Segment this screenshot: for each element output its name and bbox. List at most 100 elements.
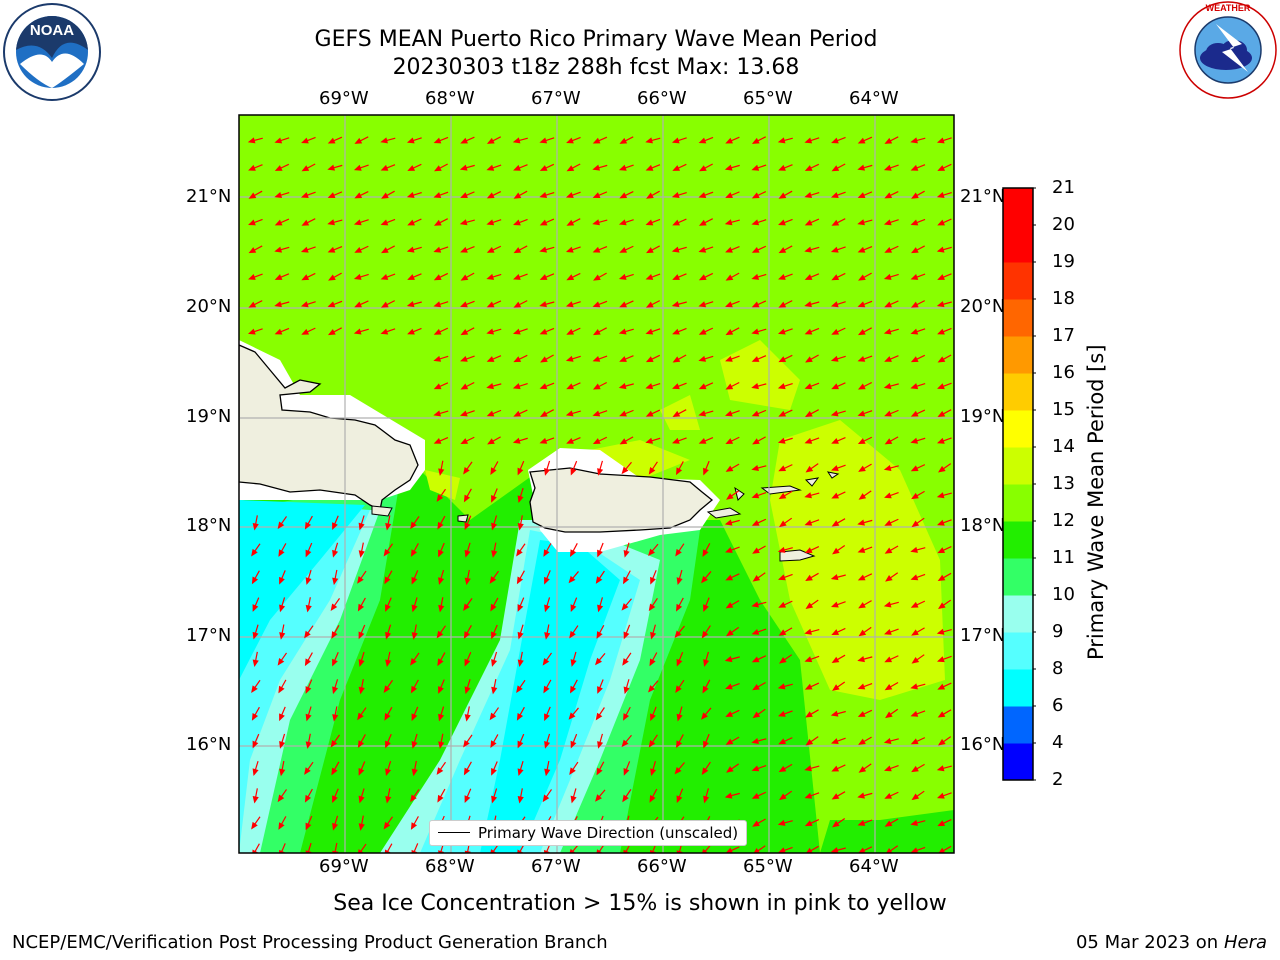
wave-direction-arrowhead: [252, 659, 259, 668]
wave-direction-arrowhead: [354, 137, 363, 144]
wave-direction-arrowhead: [805, 738, 814, 746]
wave-direction-arrowhead: [884, 628, 892, 635]
wave-direction-arrowhead: [777, 546, 786, 553]
wave-direction-arrowhead: [305, 604, 312, 613]
wave-direction-arrowhead: [701, 767, 709, 775]
wave-direction-arrowhead: [936, 192, 945, 198]
wave-direction-arrowhead: [248, 192, 257, 199]
wave-direction-arrowhead: [539, 165, 548, 171]
wave-direction-arrowhead: [433, 355, 442, 362]
wave-direction-arrowhead: [831, 465, 839, 472]
wave-direction-arrowhead: [486, 301, 495, 308]
wave-direction-arrowhead: [490, 467, 497, 476]
lat-label-right: 21°N: [960, 186, 1006, 207]
wave-direction-arrowhead: [539, 301, 547, 308]
lon-label-bottom: 65°W: [743, 856, 793, 877]
wave-direction-arrowhead: [460, 383, 469, 390]
wave-direction-arrowhead: [566, 137, 574, 144]
wave-direction-arrowhead: [703, 740, 709, 749]
wave-direction-arrowhead: [671, 301, 680, 308]
wave-direction-arrowhead: [702, 549, 709, 557]
wave-direction-arrowhead: [385, 659, 392, 668]
wave-direction-arrowhead: [676, 740, 683, 749]
wave-direction-arrowhead: [279, 713, 285, 722]
colorbar-tick-label: 9: [1052, 621, 1064, 642]
wave-direction-arrowhead: [885, 711, 893, 719]
wave-direction-arrowhead: [910, 601, 919, 608]
wave-direction-arrowhead: [698, 246, 707, 253]
legend-line-icon: [438, 832, 470, 833]
wave-direction-arrowhead: [857, 355, 866, 362]
wave-direction-arrowhead: [332, 795, 338, 804]
wave-direction-arrowhead: [354, 246, 363, 253]
wave-direction-arrowhead: [353, 164, 362, 171]
wave-direction-arrowhead: [725, 465, 734, 472]
wave-direction-arrowhead: [277, 658, 285, 666]
wave-direction-arrowhead: [327, 192, 336, 199]
wave-direction-arrowhead: [251, 685, 258, 693]
wave-direction-arrowhead: [725, 329, 734, 336]
wave-direction-arrowhead: [831, 137, 839, 144]
wave-direction-arrowhead: [353, 273, 362, 280]
wave-direction-arrowhead: [327, 246, 336, 253]
wave-direction-arrowhead: [674, 766, 682, 775]
wave-direction-arrowhead: [252, 795, 259, 804]
wave-direction-arrowhead: [883, 164, 892, 171]
wave-direction-arrowhead: [883, 737, 892, 744]
wave-direction-arrowhead: [437, 521, 444, 530]
wave-direction-arrowhead: [645, 356, 654, 363]
wave-direction-arrowhead: [332, 577, 339, 586]
wave-direction-arrowhead: [406, 246, 415, 253]
wave-direction-arrowhead: [857, 547, 866, 553]
wave-direction-arrowhead: [332, 714, 339, 722]
wave-direction-arrowhead: [751, 492, 760, 499]
wave-direction-arrowhead: [937, 519, 945, 526]
wave-direction-arrowhead: [278, 822, 285, 830]
wave-direction-arrowhead: [883, 273, 892, 280]
lon-label-bottom: 64°W: [849, 856, 899, 877]
wave-direction-arrowhead: [486, 246, 495, 253]
wave-direction-arrowhead: [936, 765, 945, 772]
wave-direction-arrowhead: [778, 219, 786, 226]
lat-label-right: 20°N: [960, 296, 1006, 317]
wave-direction-arrowhead: [464, 714, 471, 722]
wave-direction-arrowhead: [517, 768, 524, 777]
wave-direction-arrowhead: [858, 465, 866, 472]
wave-direction-arrowhead: [724, 219, 733, 226]
wave-direction-arrowhead: [513, 410, 522, 417]
wave-direction-arrowhead: [568, 712, 576, 720]
lon-label-top: 68°W: [425, 88, 475, 109]
wave-direction-arrowhead: [645, 274, 654, 280]
wave-direction-arrowhead: [460, 192, 468, 199]
lat-label-right: 17°N: [960, 625, 1006, 646]
wave-direction-arrowhead: [858, 274, 866, 281]
footer-date: 05 Mar 2023 on: [1075, 932, 1219, 953]
wave-direction-arrowhead: [751, 656, 760, 663]
wave-direction-arrowhead: [464, 549, 471, 558]
wave-direction-arrowhead: [779, 656, 787, 664]
wave-direction-arrowhead: [725, 383, 734, 390]
footer-host: Hera: [1223, 932, 1267, 953]
wave-direction-arrowhead: [858, 766, 867, 773]
wave-direction-arrowhead: [327, 301, 336, 308]
wave-direction-arrowhead: [703, 604, 709, 612]
map-title-line1: GEFS MEAN Puerto Rico Primary Wave Mean …: [314, 27, 878, 52]
wave-direction-arrowhead: [938, 738, 946, 746]
wave-direction-arrowhead: [491, 659, 498, 667]
wave-direction-arrowhead: [724, 656, 733, 663]
wave-direction-arrowhead: [618, 383, 627, 390]
wave-direction-arrowhead: [486, 383, 494, 390]
wave-direction-arrowhead: [357, 603, 365, 612]
colorbar: [1002, 187, 1036, 781]
wave-direction-arrowhead: [804, 301, 812, 308]
wave-direction-arrowhead: [597, 686, 603, 694]
wave-direction-arrowhead: [252, 522, 259, 531]
wave-direction-arrowhead: [779, 520, 787, 528]
wave-direction-arrowhead: [568, 575, 576, 584]
wave-direction-arrowhead: [539, 274, 548, 280]
wave-direction-arrowhead: [411, 768, 418, 777]
wave-direction-arrowhead: [937, 683, 946, 690]
wave-direction-arrowhead: [646, 247, 654, 254]
wave-direction-arrowhead: [486, 164, 495, 171]
wave-direction-arrowhead: [463, 767, 471, 776]
